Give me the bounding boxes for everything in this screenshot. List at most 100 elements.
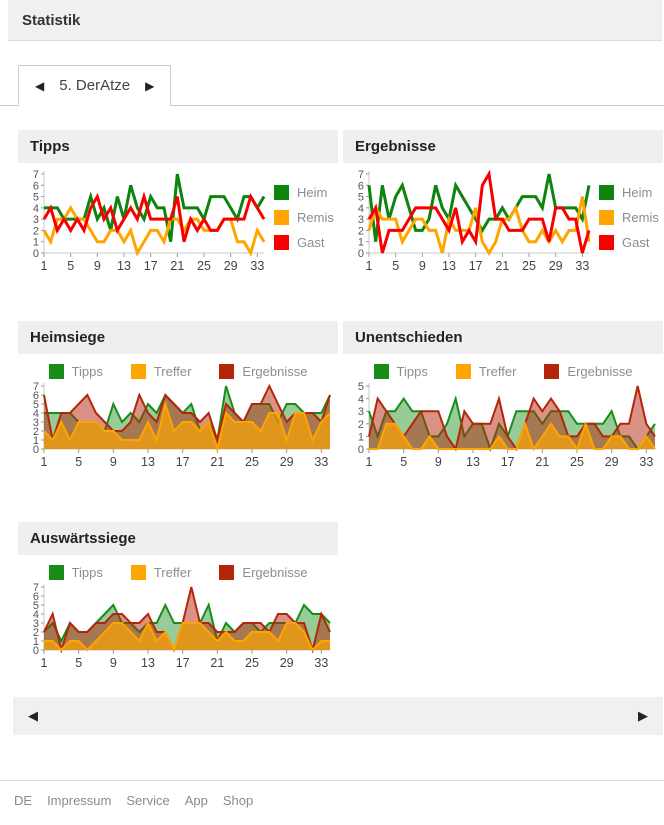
svg-text:6: 6 (33, 390, 39, 402)
svg-text:21: 21 (535, 455, 549, 469)
series-line-tipps (368, 394, 656, 453)
legend-item-treffer: Treffer (130, 364, 192, 379)
svg-text:17: 17 (176, 656, 190, 670)
legend-label: Ergebnisse (242, 364, 308, 379)
legend-swatch-icon (373, 364, 389, 379)
legend-label: Treffer (153, 565, 192, 580)
svg-text:6: 6 (33, 591, 39, 603)
svg-text:5: 5 (75, 656, 82, 670)
svg-text:0: 0 (33, 645, 39, 657)
svg-text:3: 3 (33, 417, 39, 429)
legend-label: Gast (622, 235, 650, 250)
svg-text:21: 21 (210, 656, 224, 670)
legend-label: Ergebnisse (242, 565, 308, 580)
legend-label: Heim (297, 185, 328, 200)
svg-text:9: 9 (419, 259, 426, 273)
legend-swatch-icon (544, 364, 560, 379)
tab-active-member[interactable]: ◀ 5. DerAtze ▶ (18, 65, 172, 106)
svg-text:5: 5 (400, 455, 407, 469)
svg-text:33: 33 (250, 259, 264, 273)
svg-text:13: 13 (466, 455, 480, 469)
pager-next-icon[interactable]: ▶ (638, 708, 648, 723)
legend-tipps: Heim Remis Gast (274, 185, 334, 250)
legend-label: Remis (297, 210, 334, 225)
svg-text:13: 13 (141, 656, 155, 670)
svg-text:1: 1 (33, 435, 39, 447)
svg-text:2: 2 (33, 426, 39, 438)
svg-text:13: 13 (442, 259, 456, 273)
svg-text:1: 1 (366, 259, 373, 273)
svg-text:33: 33 (639, 455, 653, 469)
footer-link-impressum[interactable]: Impressum (47, 793, 112, 808)
svg-text:29: 29 (280, 455, 294, 469)
pager-prev-icon[interactable]: ◀ (28, 708, 38, 723)
svg-text:1: 1 (366, 455, 373, 469)
legend-label: Tipps (71, 565, 103, 580)
svg-text:3: 3 (33, 214, 39, 226)
legend-label: Remis (622, 210, 659, 225)
footer-link-de[interactable]: DE (14, 793, 33, 808)
footer-nav: DE Impressum Service App Shop (0, 780, 664, 808)
svg-text:5: 5 (358, 381, 364, 393)
svg-text:2: 2 (358, 225, 364, 237)
footer-link-service[interactable]: Service (126, 793, 170, 808)
svg-text:1: 1 (33, 636, 39, 648)
svg-text:5: 5 (33, 600, 39, 612)
svg-text:2: 2 (358, 419, 364, 431)
footer-link-app[interactable]: App (184, 793, 208, 808)
charts-area: Tipps 0 1 2 3 4 5 6 7 1 5 9 13 17 21 25 29 33 Heim Remis G… (18, 130, 663, 675)
svg-text:4: 4 (33, 203, 39, 215)
series-line-treffer (43, 400, 331, 453)
legend-swatch-icon (48, 364, 64, 379)
svg-text:3: 3 (33, 618, 39, 630)
legend-item-treffer: Treffer (455, 364, 516, 379)
svg-text:1: 1 (41, 259, 48, 273)
svg-text:1: 1 (358, 431, 364, 443)
svg-text:33: 33 (314, 455, 328, 469)
series-line-gast (42, 191, 266, 243)
matchday-pager: ◀ ▶ (13, 697, 663, 735)
legend-label: Treffer (153, 364, 192, 379)
legend-label: Ergebnisse (567, 364, 633, 379)
svg-text:1: 1 (41, 455, 48, 469)
legend-item-ergebnisse: Ergebnisse (544, 364, 632, 379)
svg-text:7: 7 (33, 169, 39, 181)
legend-item-ergebnisse: Ergebnisse (219, 565, 307, 580)
svg-text:3: 3 (358, 406, 364, 418)
svg-text:0: 0 (33, 248, 39, 260)
legend-heimsiege: Tipps Treffer Ergebnisse (18, 364, 338, 379)
svg-text:7: 7 (33, 381, 39, 393)
svg-text:29: 29 (280, 656, 294, 670)
svg-text:7: 7 (358, 169, 364, 181)
svg-text:29: 29 (549, 259, 563, 273)
svg-text:4: 4 (33, 609, 39, 621)
svg-text:33: 33 (314, 656, 328, 670)
footer-link-shop[interactable]: Shop (222, 793, 254, 808)
svg-text:25: 25 (522, 259, 536, 273)
legend-item-treffer: Treffer (130, 565, 192, 580)
svg-text:9: 9 (94, 259, 101, 273)
svg-text:25: 25 (570, 455, 584, 469)
svg-text:3: 3 (358, 214, 364, 226)
svg-text:13: 13 (141, 455, 155, 469)
svg-text:5: 5 (392, 259, 399, 273)
legend-item-heim: Heim (599, 185, 659, 200)
svg-text:5: 5 (358, 192, 364, 204)
series-area-treffer (369, 423, 655, 449)
svg-text:1: 1 (41, 656, 48, 670)
series-area-treffer (44, 404, 330, 449)
prev-member-icon[interactable]: ◀ (35, 78, 45, 93)
legend-label: Tipps (71, 364, 103, 379)
svg-text:7: 7 (33, 582, 39, 594)
next-member-icon[interactable]: ▶ (145, 78, 155, 93)
series-line-treffer (369, 420, 656, 452)
svg-text:13: 13 (117, 259, 131, 273)
legend-swatch-icon (130, 565, 146, 580)
series-line-treffer (44, 620, 330, 653)
series-line-ergebnisse (43, 586, 331, 654)
panel-title: Ergebnisse (343, 130, 663, 163)
